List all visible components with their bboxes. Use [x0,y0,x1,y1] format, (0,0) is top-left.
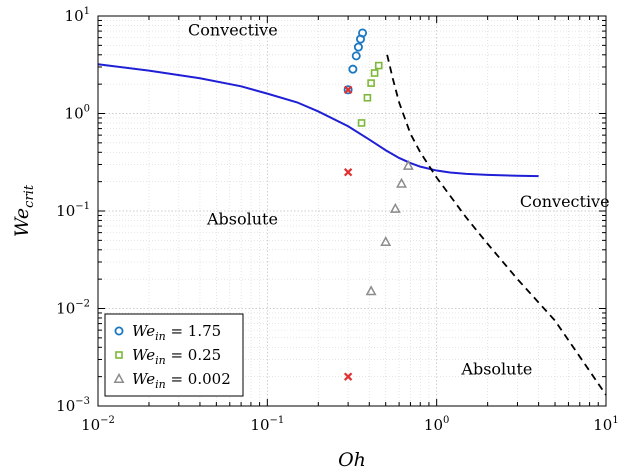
y-tick-label-exp: −3 [75,396,90,407]
y-tick-label-exp: −2 [75,299,90,310]
legend-entry-value: = 0.25 [166,346,222,364]
critical-weber-curve [97,63,539,178]
y-tick-label-base: 10 [56,397,75,415]
y-tick-label: 10−3 [56,396,90,415]
legend-marker-1 [115,351,123,359]
y-tick-label-base: 10 [65,7,84,25]
y-axis-label: Wecrit [11,184,37,237]
region-label: Absolute [460,360,532,379]
series-2-point [396,177,407,188]
region-label: Convective [188,21,278,40]
series-0-point [348,64,358,74]
legend-entry-label: Wein = 1.75 [132,322,221,343]
y-tick-label-base: 10 [56,300,75,318]
dashed-boundary-curve [386,54,607,396]
x-tick-label-exp: 1 [612,415,618,426]
legend-entry-main: We [132,346,155,364]
series-1-point [367,79,375,87]
red-cross-marker [343,372,353,381]
legend-entry-sub: in [155,330,166,343]
x-tick-label-base: 10 [81,416,100,434]
series-1-point [357,119,366,127]
x-tick-label-exp: 0 [443,415,449,426]
legend-entry-main: We [132,322,155,340]
marker-layer [343,28,414,381]
x-axis-label: Oh [338,449,366,471]
red-cross-stroke [343,372,353,381]
x-tick-label: 10−2 [81,415,115,434]
series-0-point [353,42,363,52]
x-tick-label-base: 10 [424,416,443,434]
x-tick-label-exp: −2 [100,415,115,426]
x-tick-label-base: 10 [250,416,269,434]
legend-entry-sub: in [155,354,166,367]
series-2-point [380,236,392,247]
series-0-point [343,85,353,95]
legend-entry-value: = 0.002 [166,370,231,388]
y-tick-label: 101 [65,6,90,25]
legend-entry-main: We [132,370,155,388]
red-cross-stroke [343,168,353,177]
y-tick-label-exp: 1 [84,6,90,17]
red-cross-stroke [343,85,353,94]
region-label: Absolute [206,209,278,228]
x-tick-label-exp: −1 [270,415,285,426]
y-tick-label: 10−1 [56,201,90,220]
series-1-point [363,93,372,102]
y-axis-label-main: We [11,208,33,237]
legend-marker-2 [113,372,125,383]
y-tick-label-exp: −1 [75,201,90,212]
series-1-point [370,69,379,77]
legend-entry-label: Wein = 0.002 [132,370,231,391]
axis-label-layer: Oh Wecrit [11,184,366,471]
curve-layer [97,54,607,396]
legend-marker-0 [114,326,124,336]
series-2-point [365,285,377,296]
y-axis-label-sub: crit [22,184,37,208]
red-cross-marker [343,85,353,94]
red-cross-marker [343,168,353,177]
series-0-point [351,51,361,61]
y-tick-label: 100 [65,104,90,123]
legend-box [104,313,244,397]
y-tick-label-base: 10 [56,202,75,220]
y-tick-label-exp: 0 [84,104,90,115]
y-tick-label: 10−2 [56,299,90,318]
grid-layer [97,16,606,407]
legend-entry-sub: in [155,378,166,391]
x-tick-label: 101 [593,415,618,434]
annotation-layer: Convective Absolute Convective Absolute [188,21,610,379]
series-1-point [374,61,383,70]
legend-entry-value: = 1.75 [166,322,222,340]
x-tick-label: 100 [424,415,449,434]
y-tick-label-base: 10 [65,105,84,123]
series-0-point [358,28,368,38]
series-2-point [389,202,401,213]
legend-entry-label: Wein = 0.25 [132,346,221,367]
x-tick-label-base: 10 [593,416,612,434]
series-2-point [402,159,414,170]
region-label: Convective [520,192,610,211]
x-tick-label: 10−1 [250,415,284,434]
